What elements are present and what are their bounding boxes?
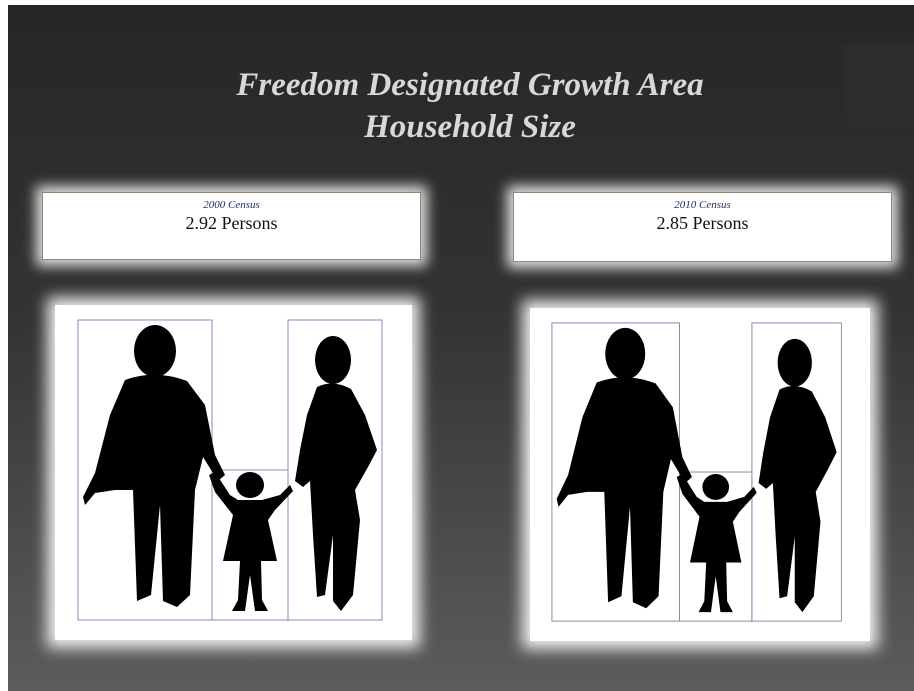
title-line-1: Freedom Designated Growth Area xyxy=(8,67,914,104)
census-value: 2.92 Persons xyxy=(43,213,420,234)
slide: Freedom Designated Growth Area Household… xyxy=(8,5,914,691)
census-value: 2.85 Persons xyxy=(514,213,891,234)
census-box: 2000 Census 2.92 Persons xyxy=(42,192,421,260)
census-box: 2010 Census 2.85 Persons xyxy=(513,192,892,262)
family-image xyxy=(530,308,870,641)
page: Freedom Designated Growth Area Household… xyxy=(0,0,914,691)
census-label: 2010 Census xyxy=(514,199,891,211)
title-line-2: Household Size xyxy=(8,109,914,146)
census-label: 2000 Census xyxy=(43,199,420,211)
family-image xyxy=(55,305,412,640)
